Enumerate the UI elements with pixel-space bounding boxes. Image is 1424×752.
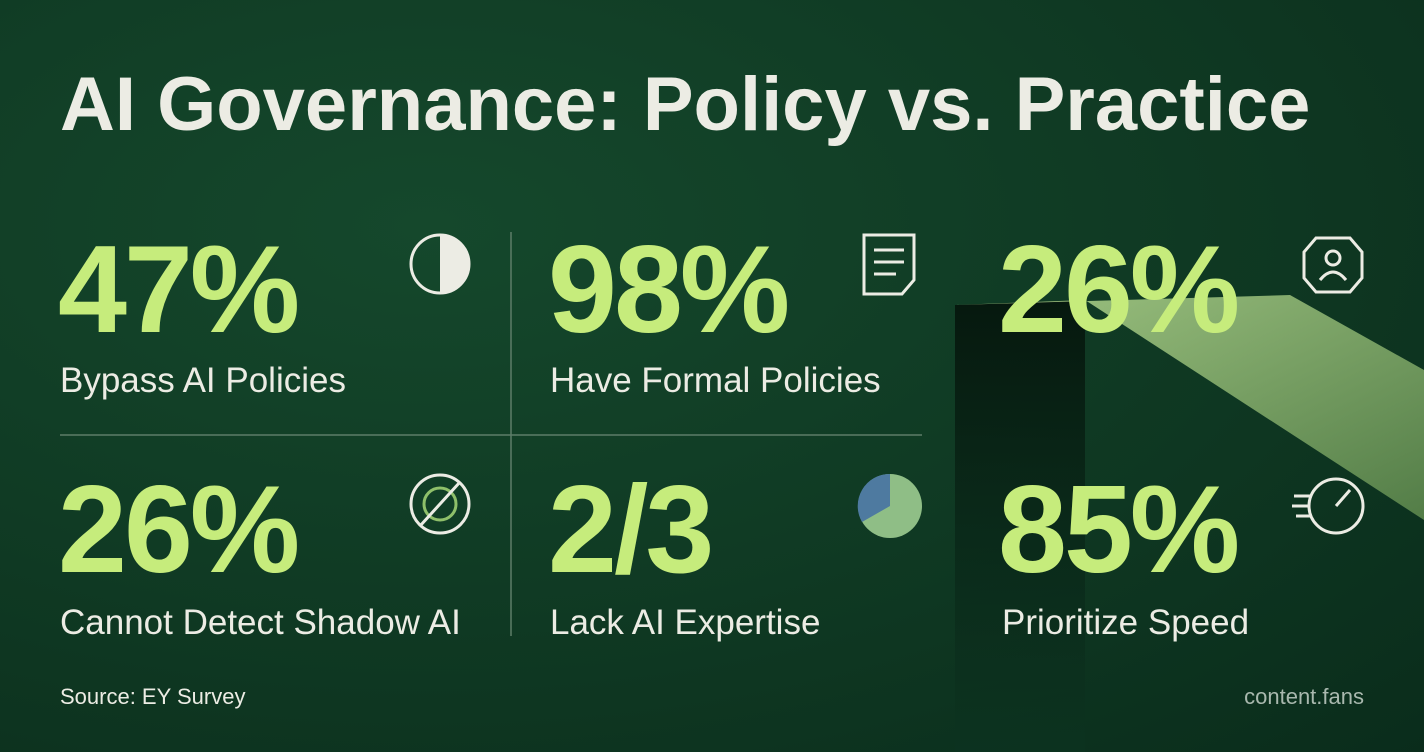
stat-value: 2/3 (548, 461, 711, 599)
stat-label: Lack AI Expertise (550, 603, 820, 642)
stat-label: Prioritize Speed (1002, 603, 1249, 642)
stat-value: 47% (58, 221, 297, 359)
title: AI Governance: Policy vs. Practice (60, 62, 1310, 147)
icon-user-badge (1302, 236, 1364, 294)
icon-half-circle (409, 233, 471, 295)
stat-value: 98% (548, 221, 787, 359)
stat-label: Cannot Detect Shadow AI (60, 603, 461, 642)
stat-label: Bypass AI Policies (60, 361, 346, 400)
icon-speed (1292, 477, 1365, 535)
brand: content.fans (1244, 684, 1364, 709)
stat-value: 85% (998, 461, 1237, 599)
stat-value: 26% (998, 221, 1237, 359)
icon-pie (857, 473, 922, 538)
icon-no-detect (409, 473, 471, 535)
stat-label: Have Formal Policies (550, 361, 881, 400)
icon-document (862, 233, 916, 296)
source: Source: EY Survey (60, 684, 245, 709)
light-beam (955, 295, 1424, 520)
stat-value: 26% (58, 461, 297, 599)
shadow-panel (955, 300, 1085, 752)
